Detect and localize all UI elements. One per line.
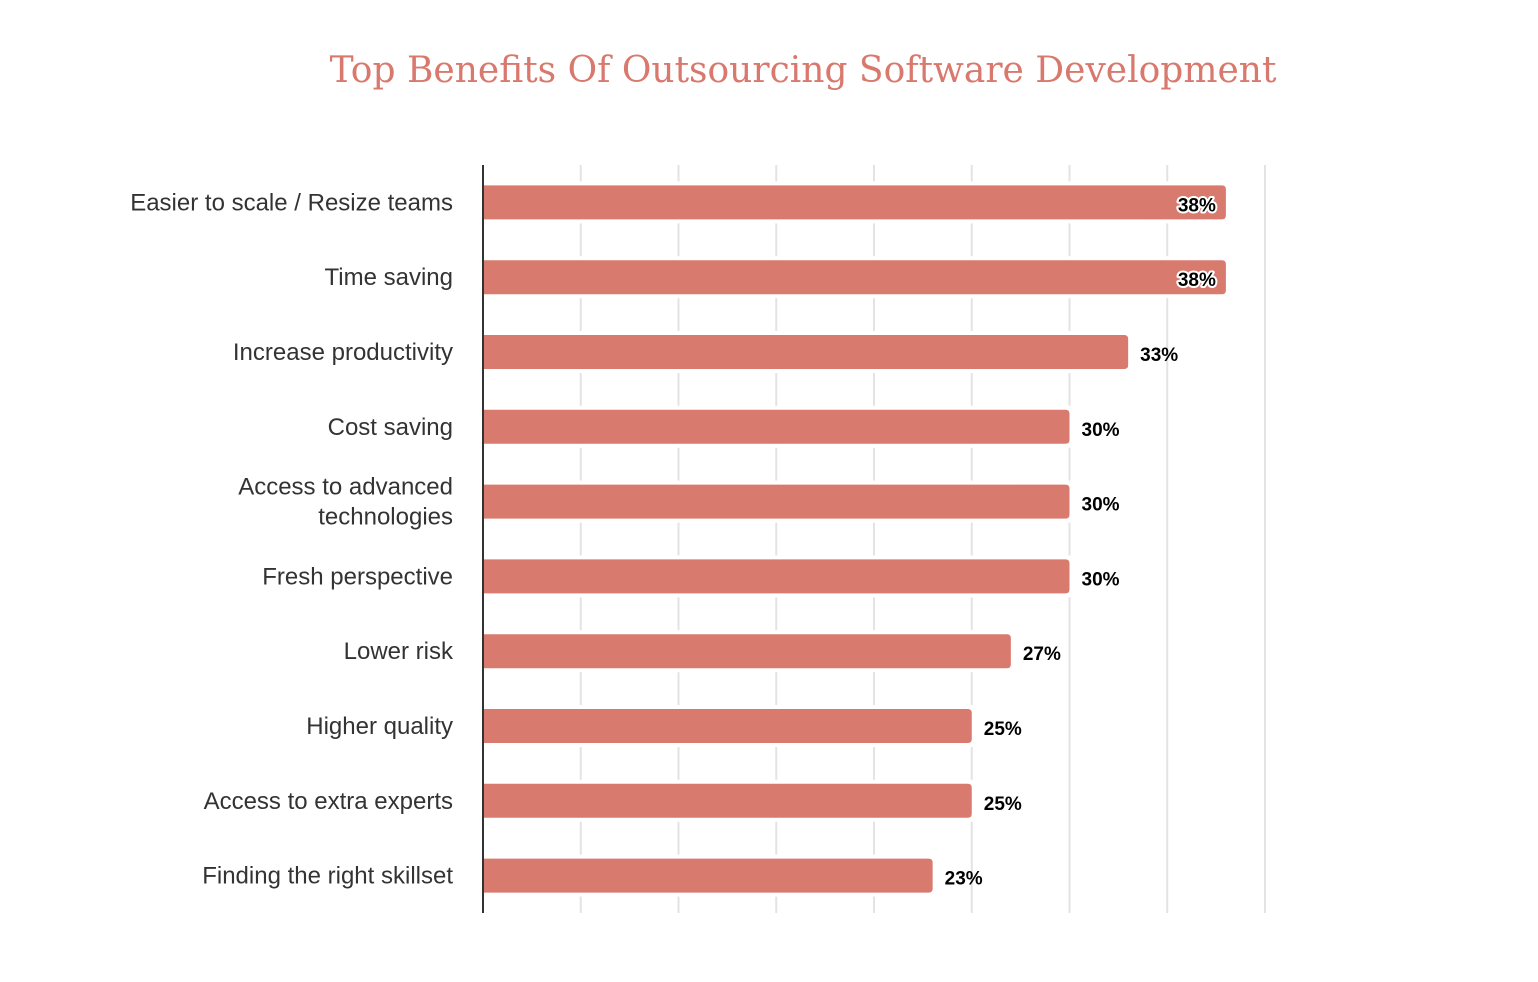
chart-title: Top Benefits Of Outsourcing Software Dev…	[329, 50, 1277, 91]
bar	[483, 709, 972, 743]
category-label: Increase productivity	[233, 339, 453, 366]
bar	[483, 409, 1070, 444]
data-label: 38%	[1178, 195, 1216, 216]
data-label: 30%	[1082, 495, 1120, 516]
category-label: Time saving	[325, 264, 453, 291]
bar	[483, 185, 1226, 220]
bar	[483, 260, 1226, 295]
category-label: Easier to scale / Resize teams	[130, 189, 453, 216]
bar	[483, 335, 1129, 369]
bar	[483, 634, 1011, 669]
category-label: Access to extra experts	[204, 788, 453, 815]
bar	[483, 783, 972, 818]
category-label: Lower risk	[344, 638, 454, 665]
category-label: Fresh perspective	[262, 563, 453, 590]
category-label: Access to advanced technologies	[238, 474, 453, 531]
bar	[483, 858, 933, 893]
bar	[483, 559, 1070, 594]
category-label: Cost saving	[328, 414, 453, 441]
bar	[483, 484, 1070, 519]
data-label: 30%	[1082, 569, 1120, 590]
data-label: 30%	[1082, 420, 1120, 441]
category-label: Finding the right skillset	[202, 863, 453, 890]
data-label: 25%	[984, 719, 1022, 740]
data-label: 33%	[1140, 345, 1178, 366]
data-label: 27%	[1023, 644, 1061, 665]
category-label: Higher quality	[306, 713, 453, 740]
data-label: 38%	[1178, 270, 1216, 291]
data-label: 25%	[984, 794, 1022, 815]
data-label: 23%	[945, 869, 983, 890]
